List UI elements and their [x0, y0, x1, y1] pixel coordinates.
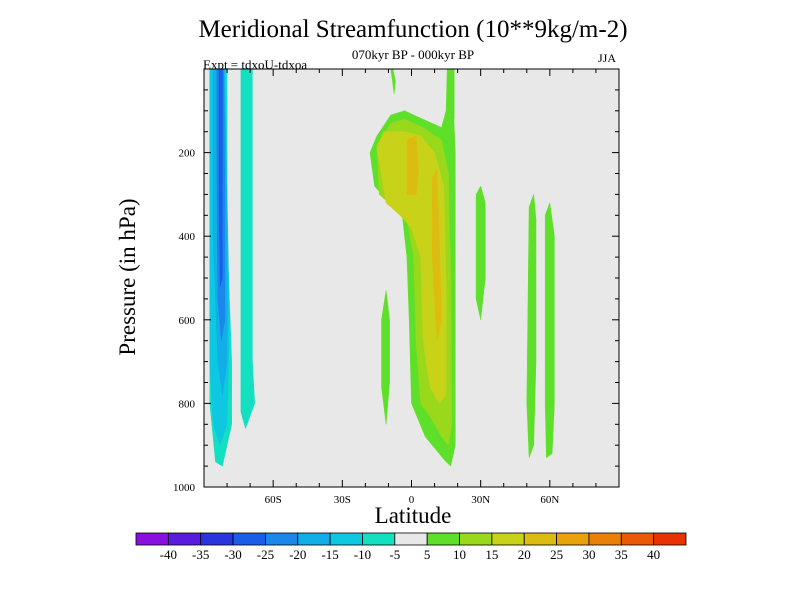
y-tick-label: 400 — [179, 231, 196, 243]
colorbar-swatch — [588, 532, 622, 546]
contour-region-11 — [526, 194, 537, 458]
contour-region-9 — [475, 185, 486, 321]
colorbar-swatch — [362, 532, 396, 546]
colorbar-label: -5 — [389, 547, 400, 562]
colorbar-swatch — [653, 532, 687, 546]
colorbar-swatch — [426, 532, 460, 546]
colorbar-swatch — [491, 532, 525, 546]
contour-region-16 — [432, 169, 442, 341]
colorbar-label: -15 — [321, 547, 338, 562]
colorbar-label: 15 — [485, 547, 498, 562]
colorbar-swatch — [200, 532, 234, 546]
colorbar-swatch — [394, 532, 428, 546]
contour-region-1 — [240, 68, 255, 429]
colorbar-label: 20 — [518, 547, 531, 562]
chart-title: Meridional Streamfunction (10**9kg/m-2) — [198, 16, 628, 43]
y-tick-label: 800 — [179, 398, 196, 410]
colorbar-label: -10 — [354, 547, 371, 562]
colorbar-label: -25 — [257, 547, 274, 562]
contour-region-8 — [448, 68, 455, 120]
colorbar-label: -35 — [192, 547, 209, 562]
x-tick-label: 60S — [265, 494, 282, 506]
x-axis-label: Latitude — [374, 503, 452, 528]
colorbar-swatch — [459, 532, 493, 546]
x-tick-label: 30N — [471, 494, 490, 506]
colorbar-swatch — [167, 532, 202, 546]
colorbar-label: 30 — [582, 547, 595, 562]
colorbar-swatch — [265, 532, 299, 546]
colorbar-swatch — [556, 532, 590, 546]
contour-region-10 — [381, 290, 390, 425]
colorbar-label: 40 — [647, 547, 660, 562]
colorbar-label: -20 — [289, 547, 306, 562]
colorbar-label: 35 — [615, 547, 628, 562]
x-tick-label: 30S — [334, 494, 351, 506]
x-tick-label: 60N — [540, 494, 559, 506]
colorbar-swatch — [620, 532, 655, 546]
colorbar-swatch — [232, 532, 266, 546]
colorbar-label: -40 — [160, 547, 177, 562]
contour-region-14 — [376, 131, 447, 404]
contour-region-12 — [544, 202, 555, 458]
colorbar-swatch — [297, 532, 331, 546]
colorbar-label: -30 — [224, 547, 241, 562]
x-tick-label: 0 — [409, 494, 415, 506]
y-tick-label: 200 — [179, 148, 196, 160]
season-annotation: JJA — [598, 51, 617, 65]
colorbar-label: 25 — [550, 547, 563, 562]
colorbar-label: 10 — [453, 547, 466, 562]
experiment-annotation: Expt = tdxoU-tdxoa — [203, 57, 308, 72]
colorbar-swatch — [135, 532, 169, 546]
colorbar-swatch — [523, 532, 557, 546]
colorbar-label: 5 — [424, 547, 431, 562]
contour-region-5 — [218, 68, 223, 287]
colorbar-swatch — [329, 532, 363, 546]
contour-region-15 — [406, 135, 419, 195]
y-tick-label: 600 — [179, 315, 196, 327]
y-tick-label: 1000 — [173, 482, 196, 494]
chart-subtitle: 070kyr BP - 000kyr BP — [351, 47, 475, 62]
